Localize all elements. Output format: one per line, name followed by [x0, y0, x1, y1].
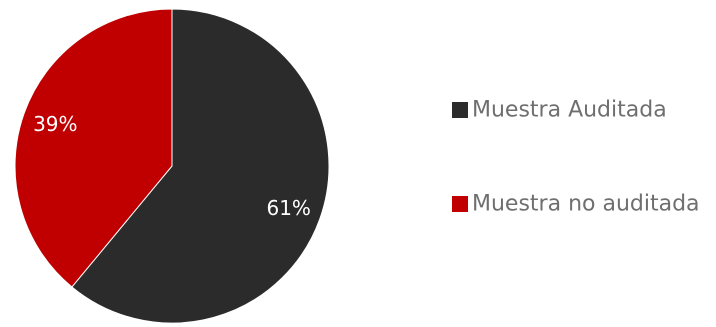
legend-label-muestra-no-auditada: Muestra no auditada: [472, 192, 700, 217]
legend: Muestra Auditada Muestra no auditada: [452, 98, 700, 217]
legend-swatch-muestra-no-auditada: [452, 196, 468, 212]
data-label-muestra-auditada: 61%: [266, 196, 310, 220]
legend-label-muestra-auditada: Muestra Auditada: [472, 98, 667, 123]
pie-group: [14, 8, 330, 324]
pie-slice-muestra-no-auditada: [14, 8, 173, 288]
data-labels: 61% 39%: [33, 112, 311, 220]
legend-swatch-muestra-auditada: [452, 102, 468, 118]
pie-slice-muestra-auditada: [71, 8, 330, 324]
data-label-muestra-no-auditada: 39%: [33, 112, 77, 136]
legend-item-muestra-auditada: Muestra Auditada: [452, 98, 667, 123]
legend-item-muestra-no-auditada: Muestra no auditada: [452, 192, 700, 217]
